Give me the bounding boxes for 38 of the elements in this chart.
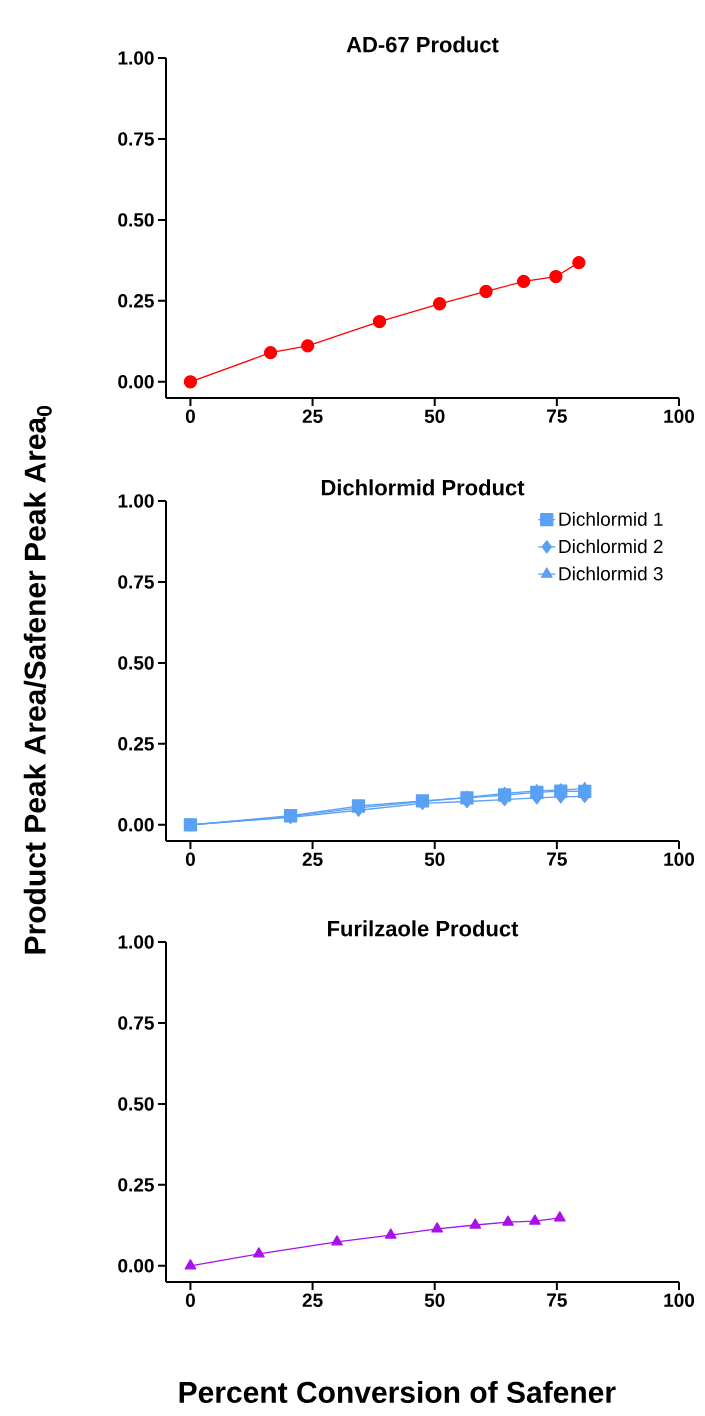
x-tick-label: 25 xyxy=(302,852,323,866)
legend-label: Dichlormid 1 xyxy=(559,511,663,526)
x-axis-title: Percent Conversion of Safener xyxy=(179,1380,616,1404)
x-tick-label: 75 xyxy=(547,1293,567,1307)
x-tick-label: 100 xyxy=(664,409,695,423)
x-tick-label: 0 xyxy=(185,1293,195,1307)
x-tick-label: 0 xyxy=(185,852,195,866)
x-tick-label: 75 xyxy=(547,852,567,866)
x-tick-label: 75 xyxy=(547,409,567,423)
x-tick-label: 25 xyxy=(302,409,323,423)
y-tick-label: 0.25 xyxy=(118,1178,154,1192)
y-tick-label: 0.25 xyxy=(118,294,154,308)
y-tick-label: 1.00 xyxy=(118,51,154,65)
x-tick-label: 50 xyxy=(424,409,445,423)
y-tick-label: 0.50 xyxy=(118,1097,154,1111)
y-tick-label: 0.25 xyxy=(118,737,154,751)
y-tick-label: 0.75 xyxy=(118,575,154,589)
y-tick-label: 0.75 xyxy=(118,132,154,146)
y-tick-label: 0.50 xyxy=(118,656,154,670)
x-tick-label: 25 xyxy=(302,1293,323,1307)
x-tick-label: 50 xyxy=(424,852,445,866)
y-tick-label: 1.00 xyxy=(118,935,154,949)
y-tick-label: 0.00 xyxy=(118,1259,154,1273)
y-tick-label: 0.00 xyxy=(118,818,154,832)
legend-label: Dichlormid 3 xyxy=(559,566,663,581)
chart-title: Dichlormid Product xyxy=(321,479,525,496)
y-tick-label: 1.00 xyxy=(118,494,154,508)
y-tick-label: 0.00 xyxy=(118,375,154,389)
chart-title: AD-67 Product xyxy=(346,36,499,53)
chart-title: Furilzaole Product xyxy=(328,920,519,937)
y-tick-label: 0.50 xyxy=(118,213,154,227)
x-tick-label: 100 xyxy=(664,852,695,866)
y-axis-title: Product Peak Area/Safener Peak Area$_{0}$ xyxy=(23,405,52,954)
x-tick-label: 50 xyxy=(424,1293,445,1307)
legend-label: Dichlormid 2 xyxy=(559,539,663,554)
x-tick-label: 100 xyxy=(664,1293,695,1307)
y-tick-label: 0.75 xyxy=(118,1016,154,1030)
x-tick-label: 0 xyxy=(185,409,195,423)
